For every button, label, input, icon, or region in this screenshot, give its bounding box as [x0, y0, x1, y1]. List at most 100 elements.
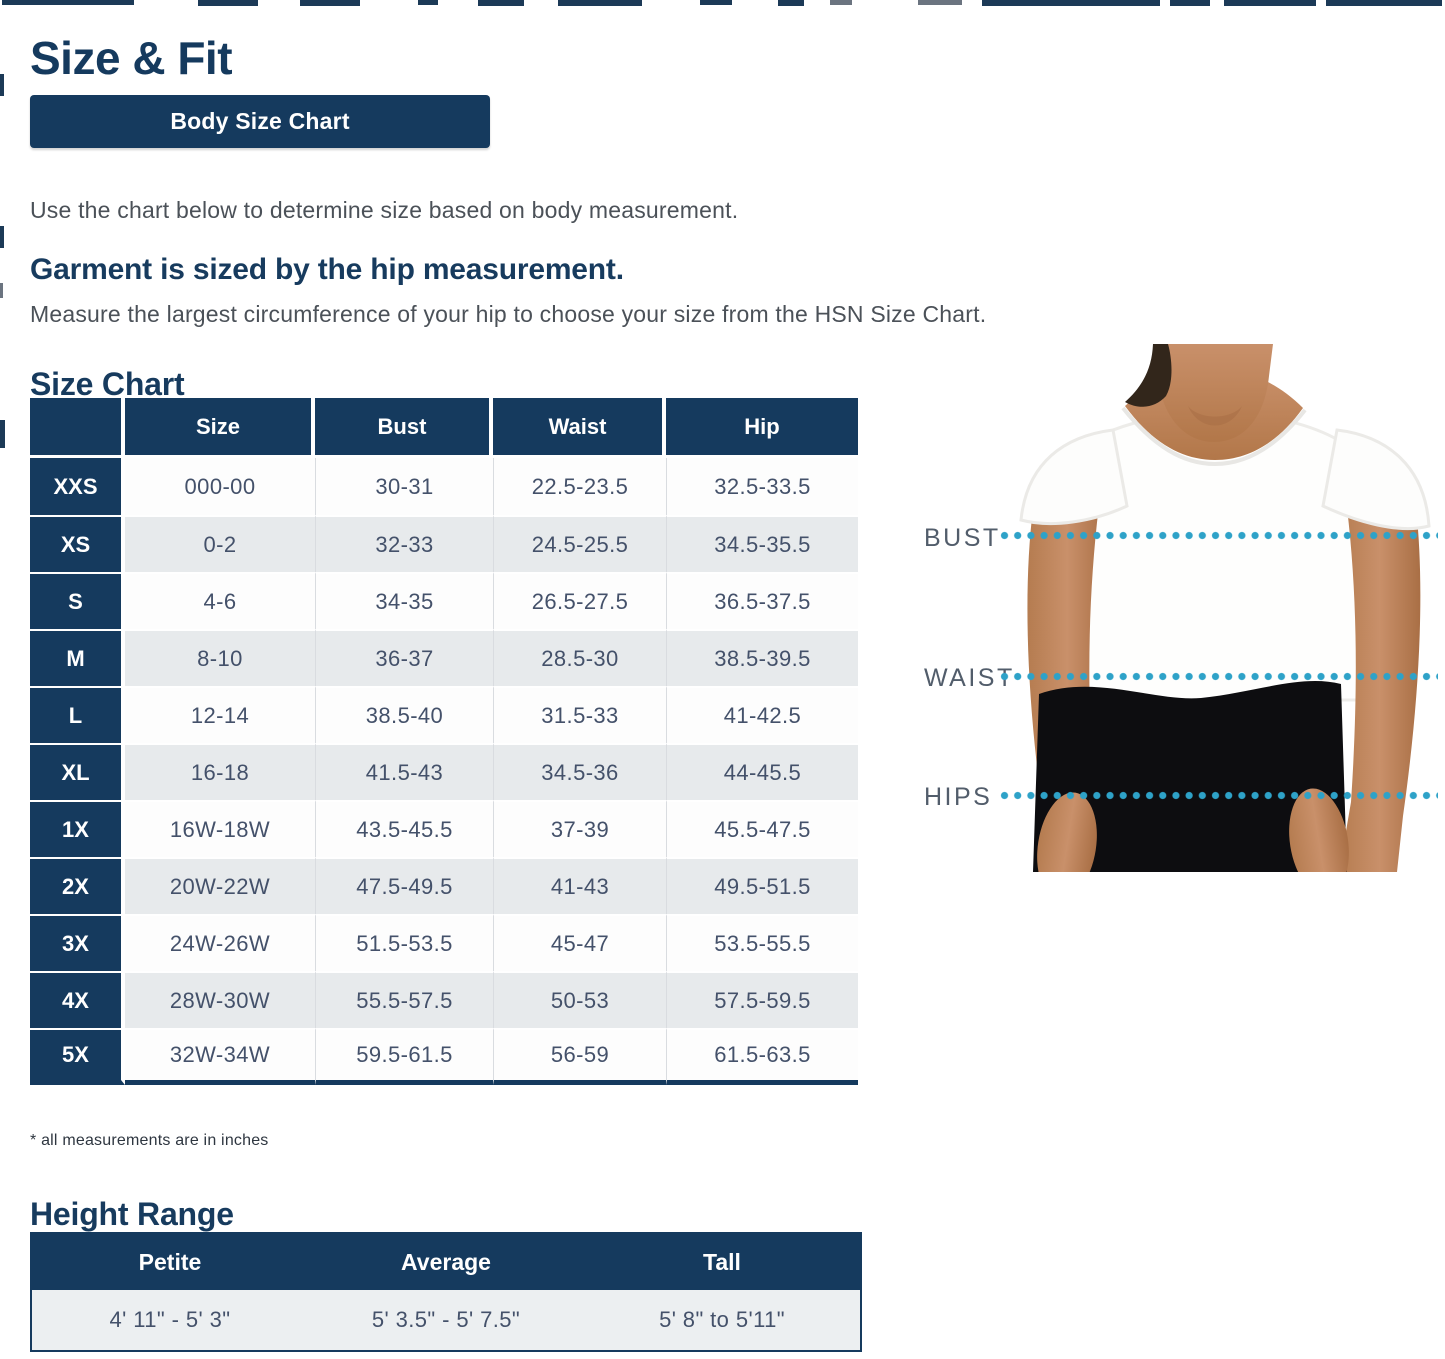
left-edge-artifact [0, 420, 5, 448]
row-label: 5X [30, 1028, 125, 1085]
table-row-s: S 4-6 34-35 26.5-27.5 36.5-37.5 [30, 572, 858, 629]
cell-waist: 41-43 [493, 857, 666, 914]
cell-hip: 34.5-35.5 [666, 515, 858, 572]
cell-size: 16W-18W [125, 800, 315, 857]
row-label: 2X [30, 857, 125, 914]
measurements-footnote: * all measurements are in inches [30, 1132, 269, 1149]
cell-hip: 49.5-51.5 [666, 857, 858, 914]
cell-bust: 30-31 [315, 458, 493, 515]
body-size-chart-button-label: Body Size Chart [170, 108, 350, 134]
left-edge-artifact [0, 74, 4, 96]
table-row-l: L 12-14 38.5-40 31.5-33 41-42.5 [30, 686, 858, 743]
size-chart-heading: Size Chart [30, 366, 185, 402]
neckline-edge [1121, 406, 1307, 467]
cell-bust: 59.5-61.5 [315, 1028, 493, 1085]
table-row-1x: 1X 16W-18W 43.5-45.5 37-39 45.5-47.5 [30, 800, 858, 857]
waist-dotted-line [1000, 672, 1438, 681]
cell-waist: 45-47 [493, 914, 666, 971]
cell-size: 8-10 [125, 629, 315, 686]
col-header-petite: Petite [32, 1234, 308, 1290]
left-sleeve [1019, 428, 1129, 526]
left-edge-artifact [0, 226, 4, 248]
cell-size: 4-6 [125, 572, 315, 629]
cell-hip: 45.5-47.5 [666, 800, 858, 857]
row-label: L [30, 686, 125, 743]
row-label: S [30, 572, 125, 629]
right-arm [1339, 492, 1421, 872]
body-measurement-figure [1005, 344, 1445, 872]
body-size-chart-button[interactable]: Body Size Chart [30, 95, 490, 148]
row-label: XL [30, 743, 125, 800]
right-sleeve [1321, 428, 1431, 530]
col-header-bust: Bust [315, 398, 493, 458]
col-header-tall: Tall [584, 1234, 860, 1290]
cell-size: 28W-30W [125, 971, 315, 1028]
col-header-average: Average [308, 1234, 584, 1290]
size-chart-table: Size Bust Waist Hip XXS 000-00 30-31 22.5-2… [30, 398, 858, 1085]
table-row-2x: 2X 20W-22W 47.5-49.5 41-43 49.5-51.5 [30, 857, 858, 914]
cell-waist: 22.5-23.5 [493, 458, 666, 515]
corner-cell [30, 398, 125, 458]
cell-waist: 34.5-36 [493, 743, 666, 800]
bust-dotted-line [1000, 531, 1438, 540]
col-header-waist: Waist [493, 398, 666, 458]
cell-hip: 41-42.5 [666, 686, 858, 743]
right-hand [1289, 788, 1349, 872]
hips-dotted-line [1000, 791, 1438, 800]
table-row-m: M 8-10 36-37 28.5-30 38.5-39.5 [30, 629, 858, 686]
cell-bust: 55.5-57.5 [315, 971, 493, 1028]
cell-waist: 37-39 [493, 800, 666, 857]
table-row-xl: XL 16-18 41.5-43 34.5-36 44-45.5 [30, 743, 858, 800]
row-label: XXS [30, 458, 125, 515]
cell-hip: 57.5-59.5 [666, 971, 858, 1028]
table-row-xs: XS 0-2 32-33 24.5-25.5 34.5-35.5 [30, 515, 858, 572]
cell-size: 20W-22W [125, 857, 315, 914]
average-range: 5' 3.5" - 5' 7.5" [308, 1290, 584, 1350]
pants [1033, 681, 1347, 872]
cell-waist: 31.5-33 [493, 686, 666, 743]
col-header-size: Size [125, 398, 315, 458]
table-row-4x: 4X 28W-30W 55.5-57.5 50-53 57.5-59.5 [30, 971, 858, 1028]
intro-text: Use the chart below to determine size ba… [30, 197, 739, 223]
col-header-hip: Hip [666, 398, 858, 458]
left-hand [1037, 792, 1097, 872]
garment-subtext: Measure the largest circumference of you… [30, 301, 987, 327]
waist-label: WAIST [924, 664, 1015, 692]
hips-label: HIPS [924, 783, 993, 811]
cell-bust: 32-33 [315, 515, 493, 572]
table-row-3x: 3X 24W-26W 51.5-53.5 45-47 53.5-55.5 [30, 914, 858, 971]
height-range-heading: Height Range [30, 1196, 234, 1232]
page-title: Size & Fit [30, 31, 233, 84]
row-label: M [30, 629, 125, 686]
cell-bust: 47.5-49.5 [315, 857, 493, 914]
table-row-xxs: XXS 000-00 30-31 22.5-23.5 32.5-33.5 [30, 458, 858, 515]
cell-waist: 56-59 [493, 1028, 666, 1085]
cell-waist: 26.5-27.5 [493, 572, 666, 629]
cell-bust: 34-35 [315, 572, 493, 629]
bust-label: BUST [924, 524, 1001, 552]
cell-size: 000-00 [125, 458, 315, 515]
cell-hip: 53.5-55.5 [666, 914, 858, 971]
cell-waist: 28.5-30 [493, 629, 666, 686]
cell-bust: 51.5-53.5 [315, 914, 493, 971]
cell-bust: 41.5-43 [315, 743, 493, 800]
row-label: 3X [30, 914, 125, 971]
cell-bust: 36-37 [315, 629, 493, 686]
cell-size: 24W-26W [125, 914, 315, 971]
cell-hip: 44-45.5 [666, 743, 858, 800]
garment-heading: Garment is sized by the hip measurement. [30, 252, 624, 286]
petite-range: 4' 11" - 5' 3" [32, 1290, 308, 1350]
cell-hip: 32.5-33.5 [666, 458, 858, 515]
cell-waist: 24.5-25.5 [493, 515, 666, 572]
size-chart-header-row: Size Bust Waist Hip [30, 398, 858, 458]
height-range-header-row: Petite Average Tall [32, 1234, 860, 1290]
cell-hip: 38.5-39.5 [666, 629, 858, 686]
body-figure-illustration [1019, 344, 1431, 872]
row-label: 4X [30, 971, 125, 1028]
cropped-text-artifact [0, 0, 1445, 7]
neck [1155, 344, 1273, 442]
row-label: XS [30, 515, 125, 572]
cell-size: 16-18 [125, 743, 315, 800]
height-range-values-row: 4' 11" - 5' 3" 5' 3.5" - 5' 7.5" 5' 8" t… [32, 1290, 860, 1350]
cell-size: 0-2 [125, 515, 315, 572]
